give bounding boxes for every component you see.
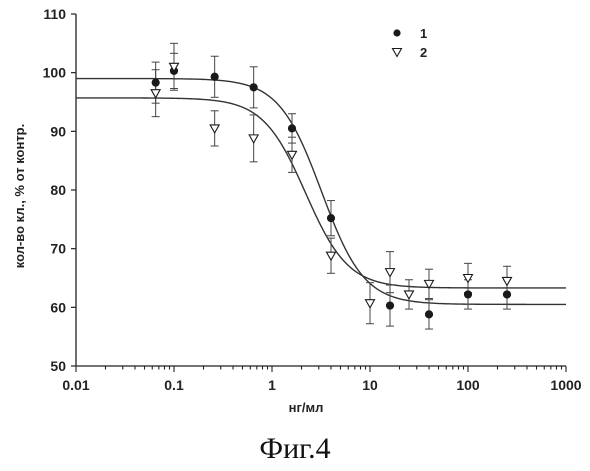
data-point-series-2 xyxy=(502,277,511,285)
y-tick-label: 50 xyxy=(50,358,66,374)
error-bars xyxy=(152,43,511,329)
x-tick-label: 1 xyxy=(268,377,276,393)
data-point-series-1 xyxy=(327,215,334,222)
x-axis-ticks: 0.01 0.1 1 10 100 1000 xyxy=(62,366,581,393)
fit-curve-series-1 xyxy=(76,79,566,305)
x-tick-label: 10 xyxy=(362,377,378,393)
data-point-series-2 xyxy=(464,275,473,283)
fit-curves xyxy=(76,79,566,305)
y-tick-label: 100 xyxy=(43,65,67,81)
x-tick-label: 100 xyxy=(456,377,480,393)
y-tick-label: 60 xyxy=(50,299,66,315)
data-point-series-1 xyxy=(152,79,159,86)
data-point-series-1 xyxy=(288,125,295,132)
data-point-series-1 xyxy=(250,84,257,91)
legend-marker-series-2 xyxy=(393,49,402,57)
x-tick-label: 0.1 xyxy=(164,377,184,393)
data-point-series-1 xyxy=(503,291,510,298)
y-tick-label: 80 xyxy=(50,182,66,198)
y-tick-label: 70 xyxy=(50,241,66,257)
data-point-series-2 xyxy=(210,125,219,133)
x-tick-label: 0.01 xyxy=(62,377,89,393)
legend-label-series-2: 2 xyxy=(420,45,427,60)
data-point-series-2 xyxy=(366,300,375,308)
data-point-series-2 xyxy=(386,269,395,277)
x-axis-label: нг/мл xyxy=(289,400,324,415)
y-tick-label: 110 xyxy=(43,6,66,22)
y-tick-label: 90 xyxy=(50,123,66,139)
y-axis-label: кол-во кл., % от контр. xyxy=(12,124,27,269)
figure-caption: Фиг.4 xyxy=(0,432,590,466)
data-point-series-1 xyxy=(464,291,471,298)
y-axis-ticks: 50 60 70 80 90 100 110 xyxy=(43,6,76,374)
data-point-series-2 xyxy=(151,90,160,98)
data-point-series-2 xyxy=(404,291,413,299)
legend: 12 xyxy=(393,26,428,60)
x-tick-label: 1000 xyxy=(550,377,581,393)
data-point-series-1 xyxy=(211,73,218,80)
data-point-series-2 xyxy=(327,252,336,260)
data-point-series-1 xyxy=(386,302,393,309)
fit-curve-series-2 xyxy=(76,98,566,288)
legend-label-series-1: 1 xyxy=(420,26,427,41)
data-markers xyxy=(151,63,511,318)
data-point-series-1 xyxy=(425,311,432,318)
legend-marker-series-1 xyxy=(393,29,400,36)
data-point-series-2 xyxy=(249,135,258,143)
